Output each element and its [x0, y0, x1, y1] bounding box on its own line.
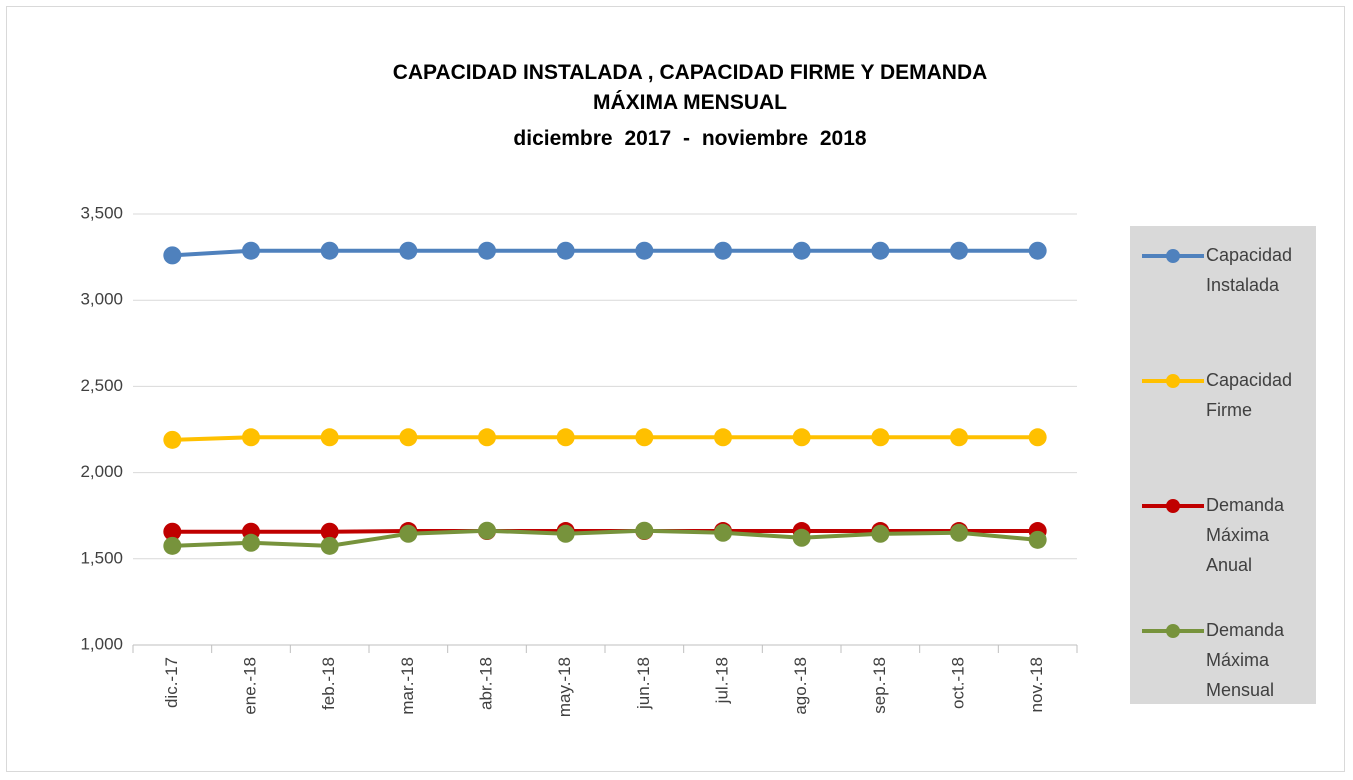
data-point: [399, 428, 418, 447]
chart-title: CAPACIDAD INSTALADA , CAPACIDAD FIRME Y …: [392, 61, 988, 114]
data-point: [714, 523, 732, 542]
data-point: [1028, 530, 1047, 549]
data-point: [792, 241, 811, 260]
data-point: [714, 428, 732, 447]
x-tick-label: jul.-18: [712, 657, 731, 704]
legend-swatch: [1142, 499, 1204, 513]
legend-swatch: [1142, 249, 1204, 263]
data-point: [792, 528, 811, 547]
data-point: [950, 428, 968, 447]
data-point: [320, 522, 339, 541]
data-point: [871, 524, 890, 543]
data-point: [556, 428, 575, 447]
data-point: [163, 536, 182, 555]
chart-frame: [6, 6, 1345, 772]
x-tick-label: mar.-18: [398, 657, 417, 715]
legend-item: Capacidad Instalada: [1130, 240, 1316, 330]
legend-item: Capacidad Firme: [1130, 365, 1316, 455]
legend-item: Demanda Máxima Anual: [1130, 490, 1316, 580]
legend-label: Capacidad Firme: [1206, 370, 1293, 420]
data-point: [163, 430, 182, 449]
data-point: [635, 428, 654, 447]
data-point: [478, 241, 496, 260]
data-point: [399, 524, 418, 543]
data-point: [792, 428, 811, 447]
legend-marker: [1166, 499, 1180, 513]
series-line: [172, 435, 1038, 442]
data-point: [1028, 428, 1047, 447]
x-tick-label: feb.-18: [319, 657, 338, 710]
legend-swatch: [1142, 374, 1204, 388]
y-tick-label: 3,000: [80, 290, 123, 309]
data-point: [635, 241, 654, 260]
y-tick-label: 2,500: [80, 376, 123, 395]
chart-subtitle: diciembre 2017 - noviembre 2018: [513, 127, 867, 150]
data-point: [320, 241, 339, 260]
data-point: [871, 241, 890, 260]
legend-label: Demanda Máxima Mensual: [1206, 620, 1285, 700]
x-tick-label: ene.-18: [240, 657, 259, 715]
data-point: [163, 246, 182, 265]
legend-label: Capacidad Instalada: [1206, 245, 1293, 295]
x-tick-label: abr.-18: [476, 657, 495, 710]
legend-swatch: [1142, 624, 1204, 638]
legend-marker: [1166, 249, 1180, 263]
data-point: [871, 428, 890, 447]
data-point: [556, 241, 575, 260]
series-line: [172, 248, 1038, 258]
data-point: [320, 536, 339, 555]
data-point: [950, 241, 968, 260]
data-point: [635, 521, 654, 540]
x-tick-label: sep.-18: [870, 657, 889, 714]
legend-marker: [1166, 624, 1180, 638]
data-point: [478, 521, 496, 540]
x-tick-label: nov.-18: [1027, 657, 1046, 712]
data-point: [242, 533, 260, 552]
y-tick-label: 2,000: [80, 462, 123, 481]
data-point: [950, 523, 968, 542]
data-point: [242, 241, 260, 260]
x-tick-label: oct.-18: [948, 657, 967, 709]
x-tick-label: dic.-17: [162, 657, 181, 708]
y-tick-label: 3,500: [80, 203, 123, 222]
data-point: [478, 428, 496, 447]
x-tick-label: may.-18: [555, 657, 574, 717]
data-point: [163, 522, 182, 541]
y-tick-label: 1,000: [80, 634, 123, 653]
data-point: [399, 241, 418, 260]
y-tick-label: 1,500: [80, 548, 123, 567]
data-point: [242, 428, 260, 447]
x-tick-label: ago.-18: [791, 657, 810, 715]
legend-label: Demanda Máxima Anual: [1206, 495, 1285, 575]
data-point: [1028, 241, 1047, 260]
data-point: [714, 241, 732, 260]
legend-marker: [1166, 374, 1180, 388]
legend-item: Demanda Máxima Mensual: [1130, 615, 1316, 705]
data-point: [320, 428, 339, 447]
data-point: [556, 524, 575, 543]
legend: Capacidad Instalada Capacidad Firme Demand…: [1130, 226, 1316, 704]
x-tick-label: jun.-18: [634, 657, 653, 710]
series-line: [172, 528, 1038, 548]
